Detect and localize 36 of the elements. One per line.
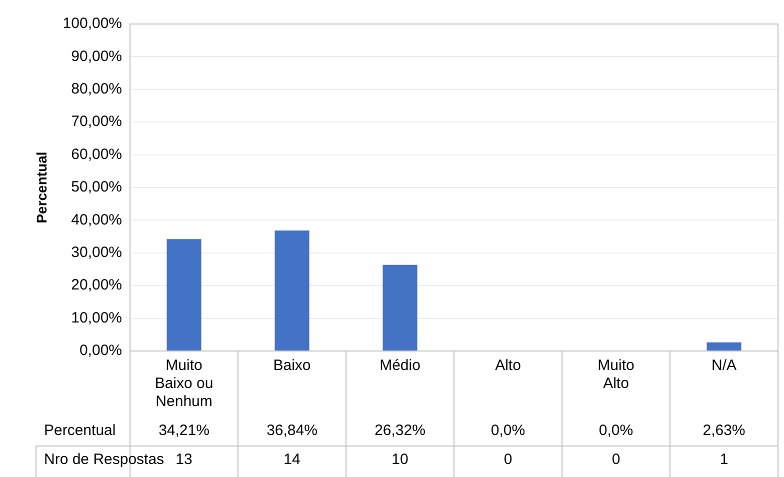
y-tick-label: 30,00% (71, 244, 122, 262)
y-tick-label: 60,00% (71, 146, 122, 163)
y-tick-label: 80,00% (71, 80, 122, 98)
text: Percentual (44, 422, 116, 440)
y-tick-label: 10,00% (71, 309, 122, 326)
y-tick-label: 0,00% (79, 342, 122, 360)
text: 10 (392, 451, 408, 468)
x-tick-label: Médio (380, 357, 420, 374)
data-label: 36,84% (266, 422, 318, 440)
y-tick-label: 50,00% (71, 178, 122, 196)
text: Nro de Respostas (44, 451, 164, 468)
text: 0 (612, 451, 620, 468)
y-tick-label: 90,00% (71, 48, 122, 65)
x-tick-label: Baixo (273, 357, 311, 374)
text: 13 (176, 451, 192, 468)
x-tick-label: Muito Alto (598, 357, 634, 392)
text: 0 (504, 451, 512, 468)
x-tick-label: N/A (711, 357, 737, 374)
x-tick-label: Muito Baixo ou Nenhum (154, 357, 214, 410)
text: 1 (720, 451, 728, 468)
y-tick-label: 100,00% (62, 15, 122, 32)
y-tick-label: 20,00% (71, 276, 122, 294)
bar (166, 239, 202, 350)
data-label: 26,32% (374, 422, 426, 440)
y-tick-label: 70,00% (71, 113, 122, 130)
text: 14 (284, 451, 300, 468)
y-tick-label: 40,00% (71, 211, 122, 228)
y-axis-title: Percentual (33, 152, 50, 224)
data-label: 0,0% (490, 422, 526, 440)
data-label: 2,63% (702, 422, 746, 440)
bar (274, 230, 310, 350)
bar (706, 342, 742, 350)
data-label: 0,0% (598, 422, 634, 440)
bar (382, 264, 418, 350)
data-label: 34,21% (158, 422, 210, 440)
x-tick-label: Alto (495, 357, 521, 374)
